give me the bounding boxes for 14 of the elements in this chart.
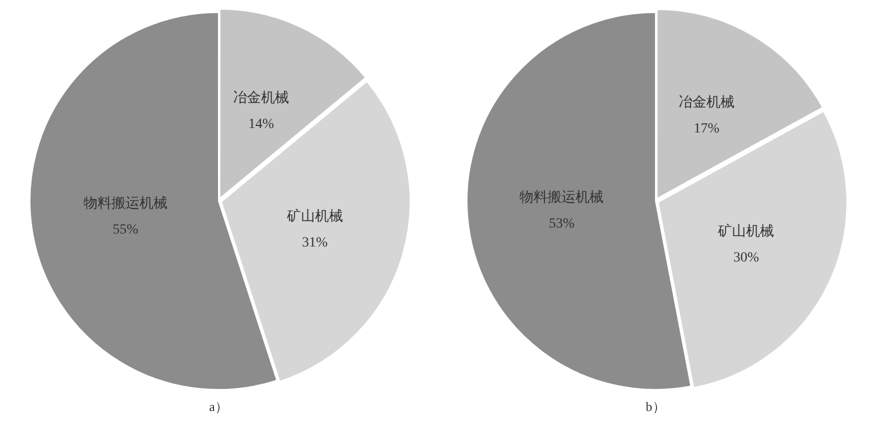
- slice-label: 矿山机械: [717, 223, 774, 240]
- data-label: 55%: [112, 222, 139, 238]
- data-label: 14%: [248, 116, 274, 132]
- data-label: 30%: [733, 250, 760, 266]
- slice-label: 冶金机械: [233, 90, 290, 106]
- text: a）: [208, 398, 229, 416]
- data-label: 17%: [694, 121, 720, 136]
- text: b）: [644, 398, 666, 416]
- data-label: 31%: [302, 236, 328, 251]
- slice-label: 矿山机械: [286, 208, 343, 225]
- slice-label: 物料搬运机械: [83, 195, 168, 212]
- data-label: 53%: [548, 216, 575, 232]
- slice-label: 物料搬运机械: [520, 190, 604, 206]
- slice-label: 冶金机械: [678, 94, 735, 110]
